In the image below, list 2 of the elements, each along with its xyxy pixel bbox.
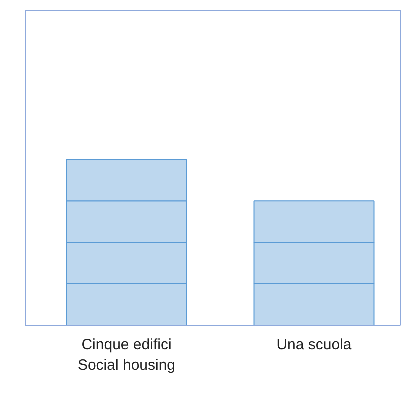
x-tick-label: Una scuola [276, 336, 352, 354]
x-tick-label: Cinque edifici Social housing [78, 336, 176, 374]
